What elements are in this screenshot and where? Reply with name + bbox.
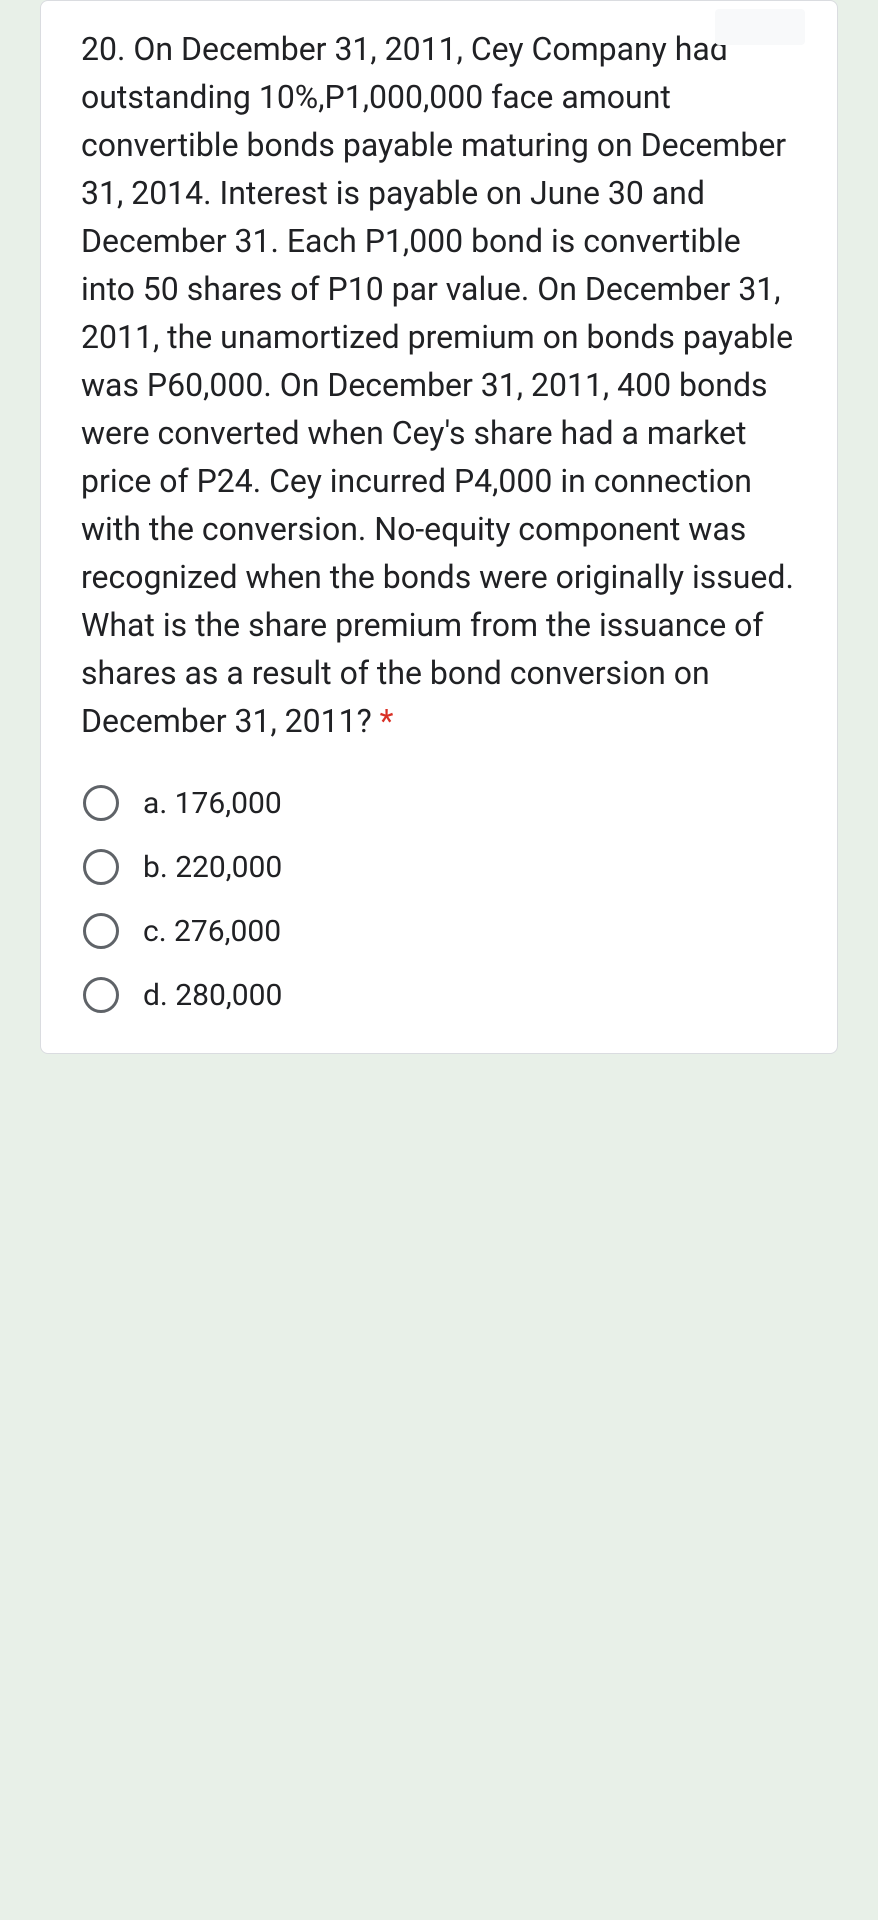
options-list: a. 176,000 b. 220,000 c. 276,000 d. 280,…	[81, 785, 797, 1013]
option-label: c. 276,000	[143, 914, 281, 949]
question-text: 20. On December 31, 2011, Cey Company ha…	[81, 25, 797, 745]
required-asterisk: *	[380, 702, 394, 740]
radio-icon	[83, 849, 119, 885]
radio-icon	[83, 913, 119, 949]
radio-icon	[83, 785, 119, 821]
option-label: b. 220,000	[143, 850, 282, 885]
radio-icon	[83, 977, 119, 1013]
option-a[interactable]: a. 176,000	[83, 785, 797, 821]
option-label: d. 280,000	[143, 978, 282, 1013]
option-c[interactable]: c. 276,000	[83, 913, 797, 949]
option-b[interactable]: b. 220,000	[83, 849, 797, 885]
option-label: a. 176,000	[143, 786, 282, 821]
question-body: 20. On December 31, 2011, Cey Company ha…	[81, 30, 794, 740]
option-d[interactable]: d. 280,000	[83, 977, 797, 1013]
top-right-placeholder	[715, 9, 805, 45]
question-card: 20. On December 31, 2011, Cey Company ha…	[40, 0, 838, 1054]
